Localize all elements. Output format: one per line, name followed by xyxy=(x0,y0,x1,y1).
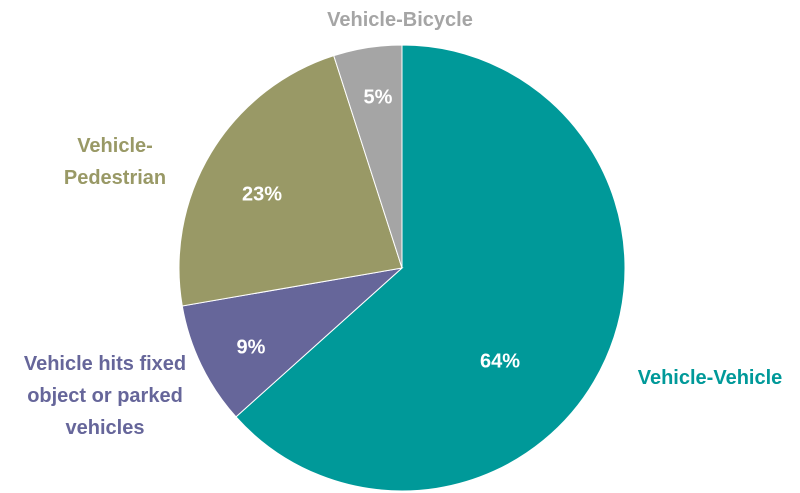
value-label: 23% xyxy=(242,183,282,205)
category-label: Vehicle-Pedestrian xyxy=(63,135,167,189)
category-label: Vehicle hits fixed object or parked vehi… xyxy=(23,353,187,439)
pie-slice xyxy=(333,44,403,269)
value-label: 9% xyxy=(237,336,266,358)
pie-slice xyxy=(178,55,403,307)
pie-slice xyxy=(235,44,626,492)
value-label: 5% xyxy=(364,86,393,108)
value-label: 64% xyxy=(480,350,520,372)
category-label: Vehicle-Bicycle xyxy=(327,9,473,31)
category-label: Vehicle-Vehicle xyxy=(637,367,783,389)
pie-slice xyxy=(181,267,404,418)
